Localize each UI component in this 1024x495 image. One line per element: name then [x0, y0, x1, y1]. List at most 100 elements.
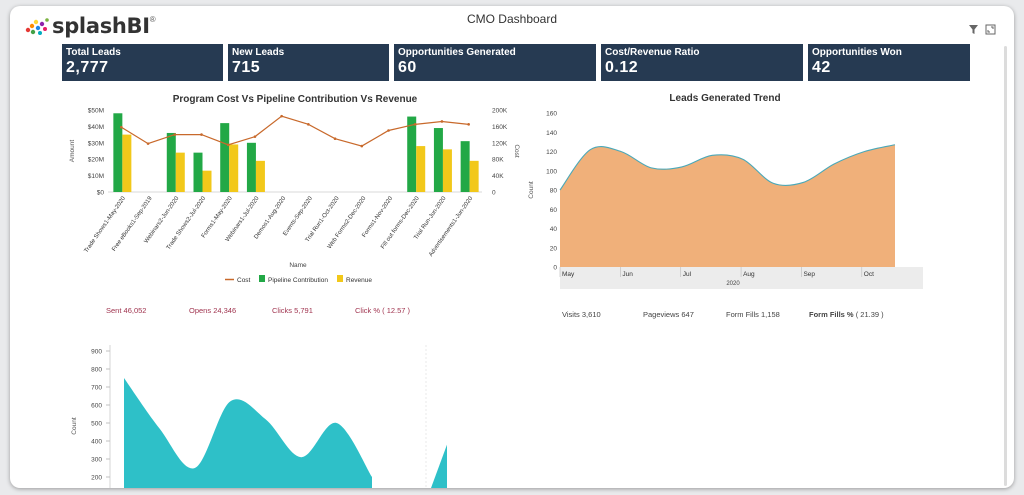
- x-axis-label: 2020: [726, 281, 740, 287]
- y-tick-label: 140: [546, 130, 557, 137]
- metric-label: Form Fills: [726, 310, 759, 319]
- x-tick-label: Sep: [803, 271, 815, 278]
- y-tick-label: 0: [553, 265, 557, 272]
- pipeline-bar: [407, 116, 417, 192]
- metric-value: ( 12.57 ): [382, 306, 411, 315]
- program-cost-chart: Program Cost Vs Pipeline Contribution Vs…: [69, 94, 520, 284]
- cost-point: [413, 123, 417, 126]
- y2-tick-label: 40K: [492, 173, 504, 180]
- x-tick-label: Aug: [743, 271, 755, 278]
- y-tick-label: 900: [91, 349, 102, 356]
- pipeline-bar: [220, 123, 230, 192]
- y-axis-label: Amount: [69, 140, 76, 163]
- revenue-bar: [175, 152, 185, 192]
- revenue-bar: [122, 134, 132, 192]
- cost-point: [307, 123, 310, 126]
- metric-value: 5,791: [294, 306, 313, 315]
- x-tick-label: Jul: [683, 271, 692, 278]
- cost-point: [146, 142, 150, 145]
- x-axis-band: [560, 267, 923, 289]
- legend-revenue: Revenue: [346, 277, 372, 284]
- legend-pipeline: Pipeline Contribution: [268, 277, 328, 284]
- metric-value: 3,610: [581, 310, 601, 319]
- kpi-new-leads[interactable]: New Leads 715: [228, 44, 389, 81]
- x-tick-label: May: [562, 271, 575, 278]
- brand-registered-mark: ®: [149, 14, 156, 24]
- kpi-cost-revenue-ratio[interactable]: Cost/Revenue Ratio 0.12: [601, 44, 803, 81]
- cost-point: [253, 135, 257, 138]
- metric-label: Form Fills %: [809, 310, 854, 319]
- x-tick-label: Jun: [622, 271, 633, 278]
- kpi-total-leads[interactable]: Total Leads 2,777: [62, 44, 223, 81]
- leads-trend-chart: Leads Generated Trend Count 0 20 40 60 80 100 12…: [528, 93, 923, 289]
- kpi-label: Opportunities Won: [812, 47, 902, 58]
- y-tick-label: 600: [91, 403, 102, 410]
- metric-form-fills: Form Fills 1,158: [726, 310, 780, 319]
- metric-label: Sent: [106, 306, 122, 315]
- kpi-value: 60: [398, 59, 417, 76]
- y-tick-label: 200: [91, 475, 102, 482]
- y-tick-label: 700: [91, 385, 102, 392]
- page-title: CMO Dashboard: [466, 12, 558, 26]
- activity-area-tail: [431, 444, 447, 488]
- filter-icon[interactable]: [968, 24, 979, 35]
- y2-tick-label: 0: [492, 190, 496, 197]
- x-tick-label: Advertisements1-Jun-2020: [428, 195, 474, 258]
- metric-label: Opens: [189, 306, 212, 315]
- legend-cost: Cost: [237, 277, 251, 284]
- metric-value: ( 21.39 ): [855, 310, 884, 319]
- kpi-label: Cost/Revenue Ratio: [605, 47, 700, 58]
- pipeline-bar: [166, 132, 176, 192]
- y-tick-label: 120: [546, 149, 557, 156]
- x-tick-label: Oct: [864, 271, 874, 278]
- fullscreen-icon[interactable]: [985, 24, 996, 35]
- x-tick-label: Events-Sep-2020: [282, 195, 314, 237]
- y2-tick-label: 200K: [492, 108, 508, 115]
- y-tick-label: $10M: [88, 173, 104, 180]
- leads-line: [559, 144, 896, 191]
- kpi-opportunities-won[interactable]: Opportunities Won 42: [808, 44, 970, 81]
- y-axis-label: Count: [528, 181, 535, 199]
- y-tick-label: 20: [550, 245, 558, 252]
- pipeline-bar: [193, 152, 203, 192]
- activity-area: [124, 378, 372, 488]
- kpi-label: Opportunities Generated: [398, 47, 516, 58]
- y-tick-label: $40M: [88, 124, 104, 131]
- metric-value: 1,158: [761, 310, 780, 319]
- cost-point: [467, 123, 470, 126]
- splash-logo-icon: [25, 18, 49, 35]
- metric-form-fills-pct: Form Fills % ( 21.39 ): [809, 310, 884, 319]
- cost-point: [280, 114, 283, 118]
- pipeline-bar: [433, 128, 443, 192]
- pipeline-bar: [246, 142, 256, 192]
- revenue-bar: [416, 146, 426, 192]
- cost-point: [120, 125, 123, 129]
- revenue-bar: [255, 160, 265, 192]
- metric-value: 24,346: [213, 306, 237, 315]
- x-axis-label: Name: [289, 262, 307, 269]
- email-activity-chart: Count 200 300 400 500 600 700 800 900: [71, 345, 447, 488]
- y2-tick-label: 80K: [492, 157, 504, 164]
- cost-point: [387, 129, 390, 132]
- y-tick-label: 100: [546, 168, 557, 175]
- y-axis-label: Count: [71, 417, 78, 435]
- y-tick-label: 80: [550, 188, 558, 195]
- kpi-opportunities-generated[interactable]: Opportunities Generated 60: [394, 44, 596, 81]
- cost-line: [121, 115, 469, 147]
- metric-clicks: Clicks 5,791: [272, 306, 313, 315]
- revenue-bar: [442, 149, 452, 192]
- metric-pageviews: Pageviews 647: [643, 310, 694, 319]
- kpi-value: 0.12: [605, 59, 639, 76]
- metric-visits: Visits 3,610: [562, 310, 601, 319]
- leads-area: [560, 144, 895, 267]
- cost-point: [333, 137, 337, 140]
- scrollbar[interactable]: [1003, 46, 1008, 486]
- y-tick-label: 400: [91, 439, 102, 446]
- revenue-bar: [469, 160, 479, 192]
- kpi-strip: Total Leads 2,777 New Leads 715 Opportun…: [62, 44, 970, 81]
- legend-pipeline-swatch: [259, 275, 265, 282]
- metric-label: Clicks: [272, 306, 292, 315]
- cost-point: [440, 120, 444, 123]
- metric-value: 46,052: [123, 306, 147, 315]
- metric-click-pct: Click % ( 12.57 ): [355, 306, 410, 315]
